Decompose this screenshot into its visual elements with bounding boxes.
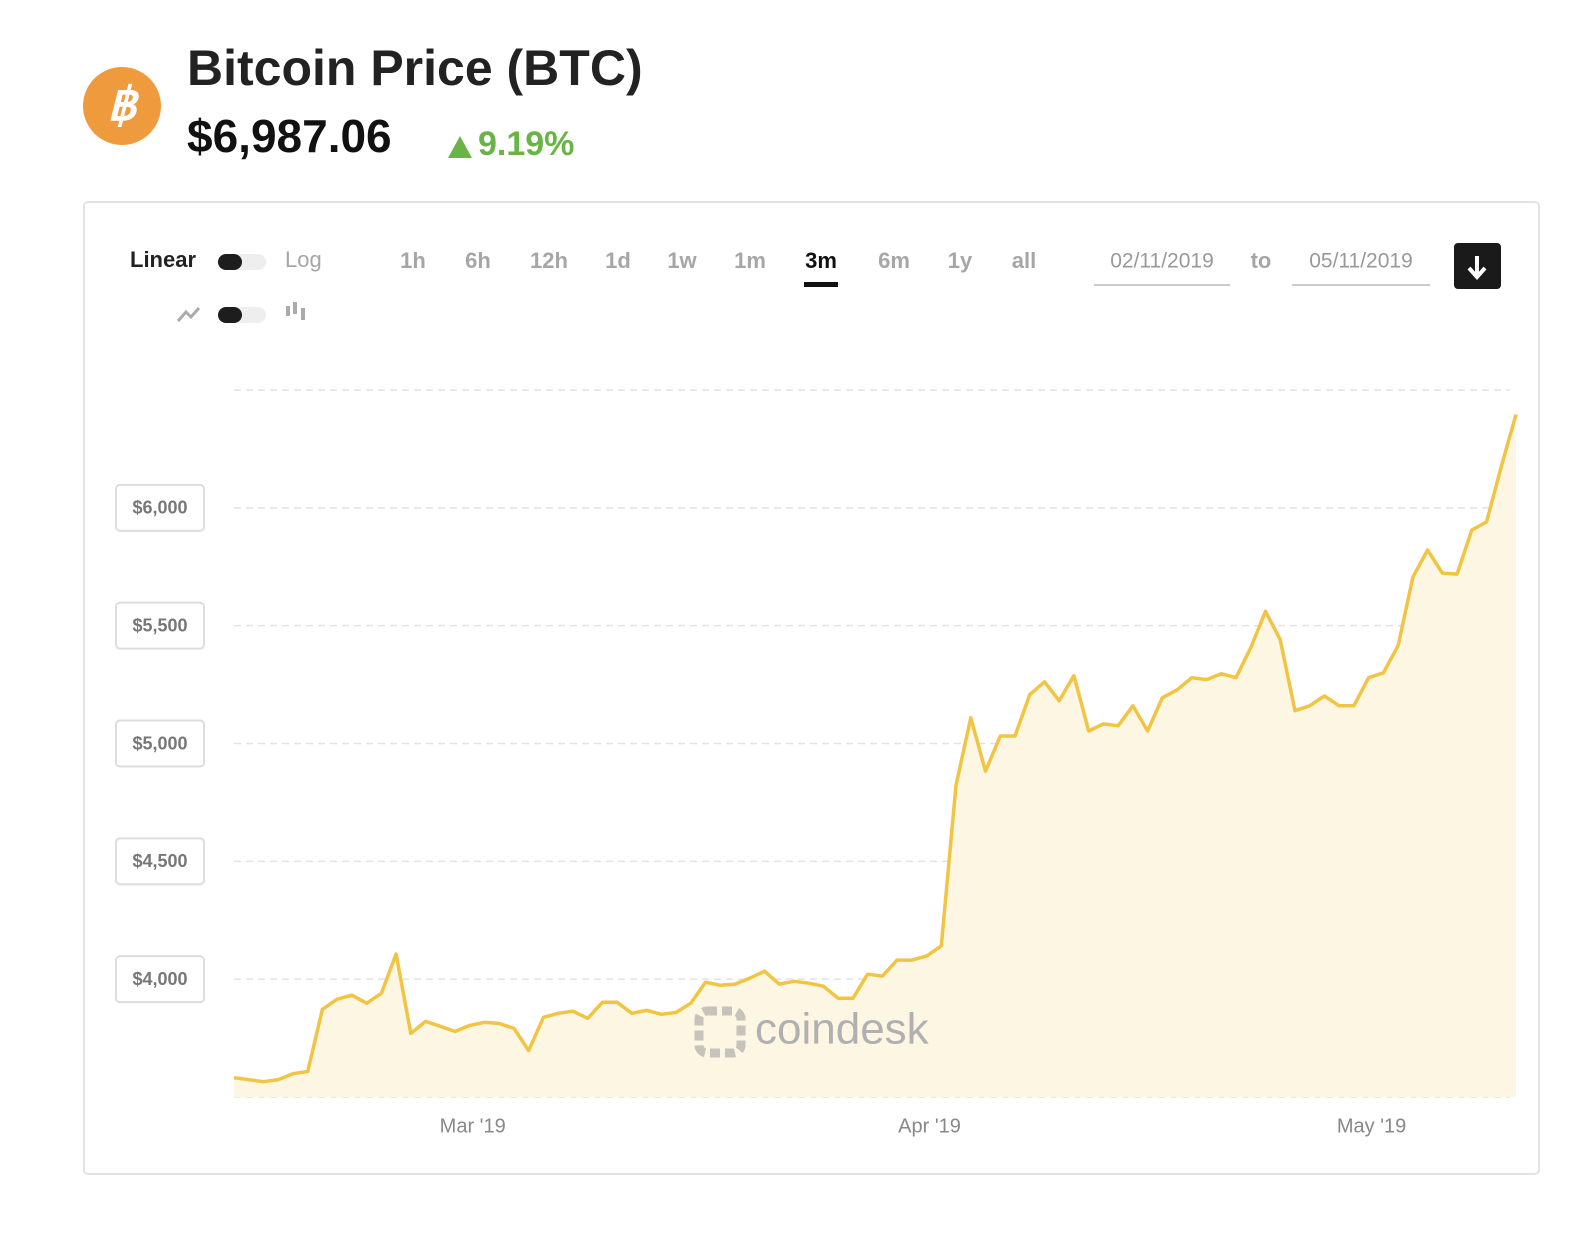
up-arrow <box>448 136 472 158</box>
toggle-knob <box>218 307 242 323</box>
y-tick-label: $4,000 <box>132 969 187 989</box>
toggle-knob <box>218 254 242 270</box>
range-button[interactable]: 1w <box>667 248 697 273</box>
y-tick-label: $6,000 <box>132 498 187 518</box>
range-button[interactable]: 6m <box>878 248 910 273</box>
price-change: 9.19% <box>478 125 574 163</box>
range-button[interactable]: all <box>1012 248 1036 273</box>
date-from[interactable]: 02/11/2019 <box>1110 250 1214 273</box>
page-title: Bitcoin Price (BTC) <box>187 40 643 96</box>
x-tick-label: Apr '19 <box>898 1115 961 1137</box>
range-button[interactable]: 1d <box>605 248 631 273</box>
date-to[interactable]: 05/11/2019 <box>1309 250 1413 273</box>
y-tick-label: $5,500 <box>132 615 187 635</box>
range-button[interactable]: 1m <box>734 248 766 273</box>
scale-log[interactable]: Log <box>285 247 322 272</box>
y-tick-box <box>115 601 205 650</box>
price-line <box>233 414 1518 1084</box>
y-tick-box <box>115 955 205 1004</box>
watermark-logo <box>694 1006 746 1058</box>
download-icon <box>1467 256 1487 281</box>
range-button[interactable]: 6h <box>465 248 491 273</box>
y-tick-box <box>115 719 205 768</box>
btc-logo <box>83 67 161 145</box>
scale-linear[interactable]: Linear <box>130 247 196 272</box>
range-underline <box>804 282 838 287</box>
x-tick-label: Mar '19 <box>440 1115 506 1137</box>
y-tick-box <box>115 837 205 886</box>
area <box>234 414 1516 1097</box>
y-tick-label: $5,000 <box>132 733 187 753</box>
btc-logo-glyph: ฿ <box>107 78 140 130</box>
range-button[interactable]: 1h <box>400 248 426 273</box>
range-button[interactable]: 12h <box>530 248 568 273</box>
range-button[interactable]: 3m <box>805 248 837 273</box>
y-tick-label: $4,500 <box>132 851 187 871</box>
range-button[interactable]: 1y <box>948 248 973 273</box>
candle-icon <box>286 302 305 320</box>
price: $6,987.06 <box>187 110 392 162</box>
date-separator: to <box>1251 248 1272 273</box>
x-tick-label: May '19 <box>1337 1115 1406 1137</box>
line-icon <box>176 307 201 322</box>
plot <box>233 389 1518 1098</box>
watermark: coindesk <box>755 1005 930 1054</box>
y-tick-box <box>115 483 205 532</box>
